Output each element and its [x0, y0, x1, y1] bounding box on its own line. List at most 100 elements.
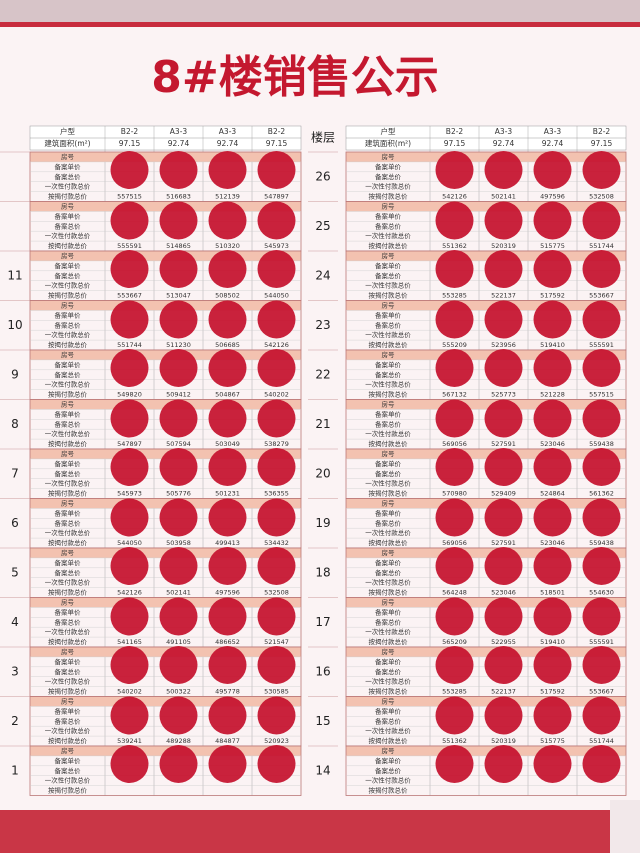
area: 92.74 — [168, 139, 190, 148]
sold-dot — [208, 597, 247, 636]
row-label: 备案总价 — [375, 518, 402, 527]
sold-dot — [208, 547, 247, 585]
floor-label: 17 — [315, 615, 330, 629]
sold-dot — [533, 250, 572, 288]
mortgage-price: 532508 — [589, 193, 614, 201]
mortgage-price: 539241 — [117, 737, 142, 745]
row-label: 备案单价 — [55, 756, 82, 765]
row-label: 一次性付款总价 — [45, 182, 91, 191]
row-label: 备案总价 — [55, 518, 82, 527]
sold-dot — [159, 646, 198, 684]
row-label: 房号 — [382, 597, 396, 606]
sold-dot — [435, 300, 474, 339]
mortgage-price: 520923 — [264, 737, 289, 745]
row-label: 备案总价 — [375, 716, 402, 725]
mortgage-price: 502141 — [166, 589, 191, 597]
mortgage-price: 567132 — [442, 391, 467, 399]
floor-label: 7 — [11, 466, 19, 480]
row-label: 备案总价 — [375, 370, 402, 379]
sold-dot — [533, 498, 572, 537]
sold-dot — [533, 201, 572, 240]
mortgage-price: 540202 — [117, 688, 142, 696]
mortgage-price: 555591 — [589, 638, 614, 646]
type: B2-2 — [593, 127, 611, 136]
row-label: 按揭付款总价 — [48, 489, 88, 498]
sold-dot — [484, 696, 523, 735]
mortgage-price: 538279 — [264, 440, 289, 448]
row-label: 房号 — [61, 696, 75, 705]
room-row — [30, 201, 301, 212]
sold-dot — [257, 547, 296, 585]
sold-dot — [110, 646, 149, 684]
mortgage-price: 564248 — [442, 589, 467, 597]
sold-dot — [484, 745, 523, 783]
sold-dot — [159, 745, 198, 783]
row-label: 一次性付款总价 — [365, 677, 411, 686]
row-label: 备案单价 — [55, 409, 82, 418]
mortgage-price: 507594 — [166, 440, 191, 448]
row-label: 房号 — [382, 300, 396, 309]
mortgage-price: 553285 — [442, 292, 467, 300]
sold-dot — [484, 448, 523, 486]
sold-dot — [435, 597, 474, 636]
row-label: 备案总价 — [55, 766, 82, 775]
mortgage-price: 505776 — [166, 490, 191, 498]
floor-label: 6 — [11, 516, 19, 530]
mortgage-price: 559438 — [589, 440, 614, 448]
sold-dot — [110, 151, 149, 189]
sold-dot — [533, 646, 572, 684]
area: 97.15 — [119, 139, 141, 148]
sold-dot — [110, 250, 149, 288]
room-row — [346, 201, 626, 212]
sold-dot — [435, 349, 474, 387]
row-label: 一次性付款总价 — [365, 528, 411, 537]
sold-dot — [208, 646, 247, 684]
row-label: 备案总价 — [375, 667, 402, 676]
mortgage-price: 495778 — [215, 688, 240, 696]
sold-dot — [208, 498, 247, 537]
row-label: 房号 — [382, 746, 396, 755]
row-label: 一次性付款总价 — [365, 380, 411, 389]
room-row — [346, 746, 626, 756]
row-label: 备案单价 — [55, 607, 82, 616]
row-label: 按揭付款总价 — [48, 439, 88, 448]
floor-label: 22 — [315, 367, 330, 381]
sold-dot — [582, 498, 621, 537]
sold-dot — [257, 448, 296, 486]
mortgage-price: 511230 — [166, 341, 191, 349]
sold-dot — [484, 349, 523, 387]
row-label: 备案单价 — [375, 706, 402, 715]
type: B2-2 — [268, 127, 286, 136]
row-label: 备案总价 — [375, 172, 402, 181]
row-label: 一次性付款总价 — [365, 330, 411, 339]
sold-dot — [159, 597, 198, 636]
mortgage-price: 486652 — [215, 638, 240, 646]
sold-dot — [435, 448, 474, 486]
row-label: 按揭付款总价 — [369, 340, 409, 349]
row-label: 备案单价 — [375, 261, 402, 270]
sold-dot — [533, 349, 572, 387]
mortgage-price: 553667 — [589, 292, 614, 300]
mortgage-price: 553667 — [117, 292, 142, 300]
floor-label: 3 — [11, 664, 19, 678]
row-label: 按揭付款总价 — [369, 538, 409, 547]
row-label: 房号 — [382, 647, 396, 656]
row-label: 备案总价 — [55, 271, 82, 280]
mortgage-price: 497596 — [215, 589, 240, 597]
sold-dot — [208, 399, 247, 438]
mortgage-price: 523046 — [540, 440, 565, 448]
row-label: 按揭付款总价 — [48, 192, 88, 201]
row-label: 按揭付款总价 — [369, 439, 409, 448]
sold-dot — [484, 498, 523, 537]
floor-label: 5 — [11, 565, 19, 579]
row-label: 按揭付款总价 — [48, 390, 88, 399]
row-label: 一次性付款总价 — [45, 627, 91, 636]
row-label: 备案单价 — [55, 558, 82, 567]
sold-dot — [484, 646, 523, 684]
mortgage-price: 489288 — [166, 737, 191, 745]
row-label: 按揭付款总价 — [48, 736, 88, 745]
sold-dot — [533, 300, 572, 339]
sold-dot — [159, 498, 198, 537]
row-label: 房号 — [382, 251, 396, 260]
room-row — [30, 498, 301, 509]
